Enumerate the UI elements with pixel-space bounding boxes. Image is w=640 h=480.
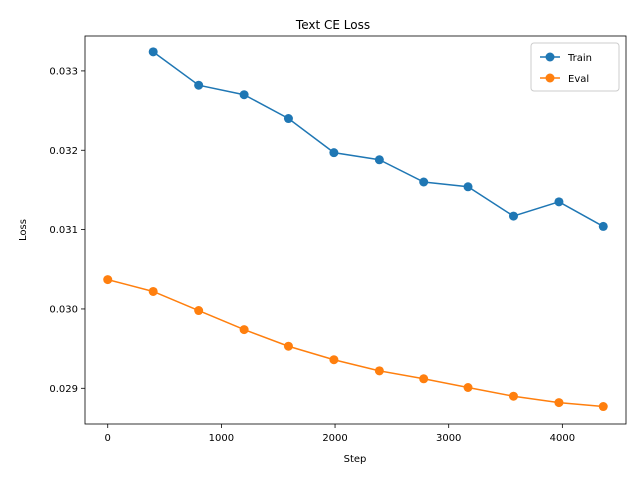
x-tick-label: 2000 <box>322 433 347 444</box>
series-layer <box>103 47 608 412</box>
data-point-train <box>148 47 158 57</box>
legend-train-label: Train <box>567 53 592 64</box>
y-tick-label: 0.031 <box>49 225 78 236</box>
data-point-eval <box>148 286 158 296</box>
data-point-eval <box>194 306 204 316</box>
data-point-train <box>374 155 384 165</box>
data-point-eval <box>419 374 429 384</box>
legend-eval-label: Eval <box>568 74 589 85</box>
y-tick-label: 0.032 <box>49 146 78 157</box>
y-tick-label: 0.029 <box>49 384 78 395</box>
y-axis-label: Loss <box>18 219 29 241</box>
series-line-eval <box>107 278 604 408</box>
x-tick-label: 3000 <box>436 433 461 444</box>
data-point-eval <box>554 398 564 408</box>
plot-area <box>85 36 626 424</box>
legend: Train Eval <box>530 42 620 92</box>
data-point-train <box>419 177 429 187</box>
y-tick-label: 0.030 <box>49 304 78 315</box>
data-point-eval <box>463 383 473 393</box>
data-point-eval <box>598 402 608 412</box>
chart-title: Text CE Loss <box>295 18 370 32</box>
data-point-train <box>239 90 249 100</box>
data-point-eval <box>239 325 249 335</box>
x-axis-label: Step <box>344 454 367 465</box>
axes-layer: 0 1000 2000 3000 4000 0.029 0.030 0.031 0.032 0.0… <box>49 66 575 444</box>
data-point-train <box>598 221 608 231</box>
data-point-train <box>194 80 204 90</box>
x-tick-label: 4000 <box>550 433 575 444</box>
data-point-train <box>329 148 339 158</box>
legend-eval-marker <box>545 73 555 83</box>
plot-frame <box>84 35 627 425</box>
legend-train-marker <box>545 52 555 62</box>
data-point-eval <box>103 275 113 285</box>
y-tick-label: 0.033 <box>49 66 78 77</box>
data-point-train <box>554 197 564 207</box>
data-point-train <box>508 211 518 221</box>
data-point-train <box>283 114 293 124</box>
data-point-eval <box>283 341 293 351</box>
data-point-eval <box>374 366 384 376</box>
data-point-eval <box>508 391 518 401</box>
x-tick-label: 1000 <box>209 433 234 444</box>
x-tick-label: 0 <box>105 433 111 444</box>
data-point-eval <box>329 355 339 365</box>
data-point-train <box>463 182 473 192</box>
